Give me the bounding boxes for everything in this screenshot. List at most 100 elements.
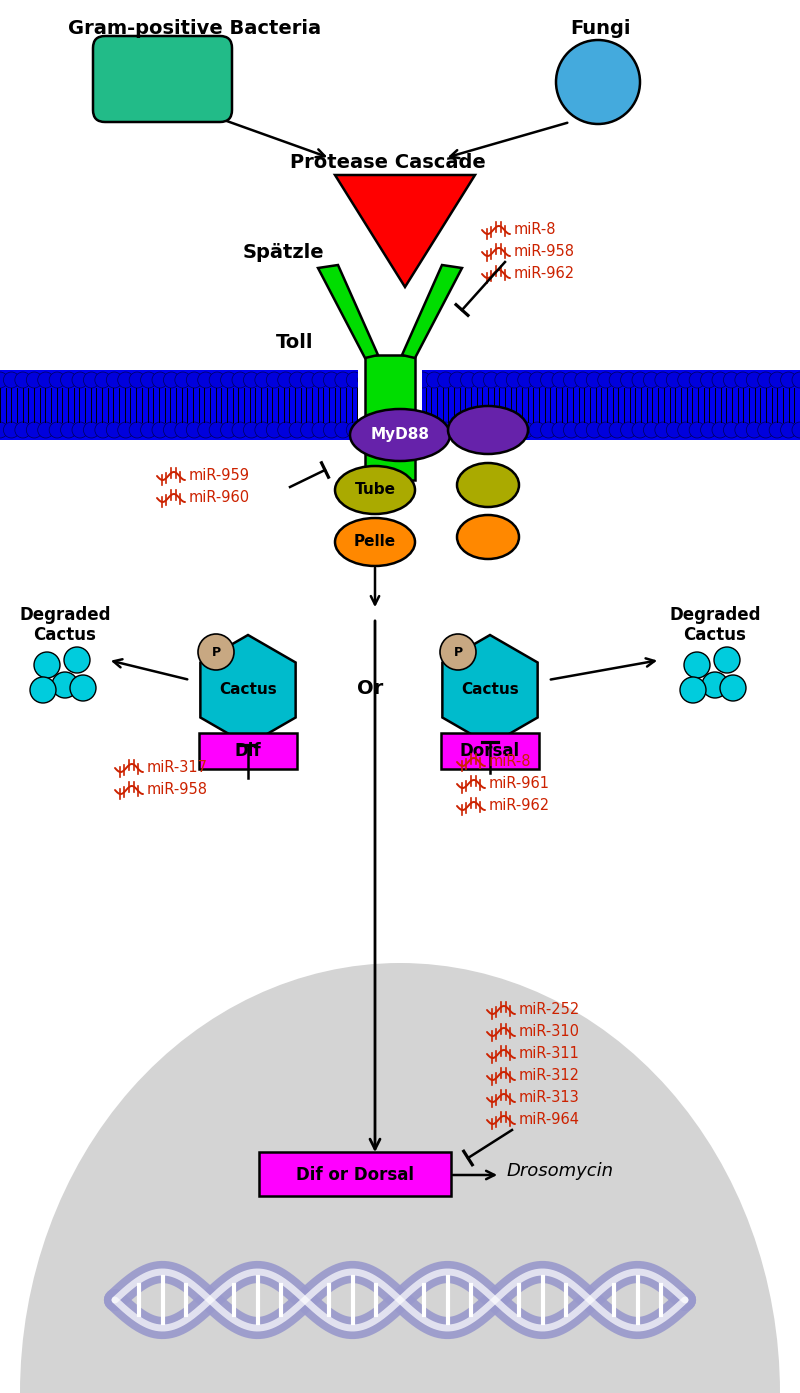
- Circle shape: [506, 422, 522, 437]
- Text: miR-8: miR-8: [514, 223, 557, 237]
- Circle shape: [335, 422, 351, 437]
- Circle shape: [438, 372, 454, 389]
- Circle shape: [209, 372, 225, 389]
- Circle shape: [723, 372, 739, 389]
- Circle shape: [301, 422, 317, 437]
- Text: miR-960: miR-960: [189, 490, 250, 506]
- Circle shape: [746, 372, 762, 389]
- Text: miR-962: miR-962: [514, 266, 575, 281]
- Circle shape: [243, 422, 259, 437]
- Circle shape: [95, 372, 111, 389]
- Circle shape: [563, 372, 579, 389]
- Circle shape: [680, 677, 706, 703]
- Text: Protease Cascade: Protease Cascade: [290, 153, 486, 173]
- Text: Degraded: Degraded: [670, 606, 761, 624]
- Circle shape: [70, 676, 96, 701]
- Circle shape: [438, 422, 454, 437]
- Circle shape: [38, 372, 54, 389]
- Ellipse shape: [20, 963, 780, 1393]
- Text: miR-312: miR-312: [519, 1068, 580, 1084]
- Circle shape: [72, 422, 88, 437]
- Circle shape: [449, 422, 465, 437]
- Polygon shape: [335, 176, 475, 287]
- Text: Tube: Tube: [354, 482, 395, 497]
- Circle shape: [678, 422, 694, 437]
- Circle shape: [369, 372, 385, 389]
- Circle shape: [769, 422, 785, 437]
- Circle shape: [38, 422, 54, 437]
- Circle shape: [440, 634, 476, 670]
- Circle shape: [556, 40, 640, 124]
- Ellipse shape: [457, 462, 519, 507]
- Circle shape: [323, 422, 339, 437]
- Circle shape: [678, 372, 694, 389]
- Circle shape: [381, 372, 397, 389]
- Circle shape: [575, 422, 591, 437]
- Text: Toll: Toll: [276, 333, 314, 351]
- FancyBboxPatch shape: [259, 1152, 451, 1197]
- Circle shape: [72, 372, 88, 389]
- Text: Cactus: Cactus: [219, 683, 277, 698]
- Circle shape: [746, 422, 762, 437]
- Circle shape: [141, 422, 157, 437]
- Circle shape: [684, 652, 710, 678]
- Polygon shape: [402, 265, 462, 358]
- Circle shape: [472, 422, 488, 437]
- Circle shape: [346, 422, 362, 437]
- Text: miR-962: miR-962: [489, 798, 550, 814]
- Circle shape: [529, 372, 545, 389]
- Circle shape: [266, 372, 282, 389]
- Ellipse shape: [335, 518, 415, 566]
- Circle shape: [175, 422, 191, 437]
- Text: miR-252: miR-252: [519, 1003, 580, 1017]
- Circle shape: [702, 671, 728, 698]
- Circle shape: [586, 422, 602, 437]
- Circle shape: [152, 422, 168, 437]
- Circle shape: [255, 422, 271, 437]
- Text: Cactus: Cactus: [683, 625, 746, 644]
- Circle shape: [689, 422, 705, 437]
- Circle shape: [735, 372, 751, 389]
- Circle shape: [198, 422, 214, 437]
- Circle shape: [666, 372, 682, 389]
- Bar: [358, 368, 422, 442]
- Circle shape: [198, 372, 214, 389]
- Circle shape: [129, 372, 145, 389]
- Circle shape: [461, 372, 477, 389]
- Circle shape: [34, 652, 60, 678]
- Circle shape: [586, 372, 602, 389]
- Circle shape: [26, 422, 42, 437]
- Circle shape: [312, 422, 328, 437]
- Circle shape: [621, 422, 637, 437]
- Circle shape: [461, 422, 477, 437]
- Text: Dif or Dorsal: Dif or Dorsal: [296, 1166, 414, 1184]
- Circle shape: [598, 422, 614, 437]
- Circle shape: [335, 372, 351, 389]
- Text: miR-958: miR-958: [147, 783, 208, 798]
- Circle shape: [49, 372, 65, 389]
- Text: MyD88: MyD88: [370, 428, 430, 443]
- Text: Degraded: Degraded: [19, 606, 110, 624]
- Circle shape: [701, 372, 717, 389]
- Circle shape: [152, 372, 168, 389]
- Circle shape: [0, 372, 8, 389]
- Text: Cactus: Cactus: [461, 683, 519, 698]
- Polygon shape: [318, 265, 378, 358]
- Circle shape: [289, 422, 305, 437]
- Circle shape: [3, 372, 19, 389]
- Circle shape: [358, 372, 374, 389]
- Circle shape: [720, 676, 746, 701]
- Text: Dif: Dif: [234, 742, 262, 761]
- Text: miR-964: miR-964: [519, 1113, 580, 1127]
- Circle shape: [472, 372, 488, 389]
- Circle shape: [792, 422, 800, 437]
- Circle shape: [495, 422, 511, 437]
- Circle shape: [643, 372, 659, 389]
- Circle shape: [563, 422, 579, 437]
- Text: miR-8: miR-8: [489, 755, 531, 769]
- Circle shape: [106, 422, 122, 437]
- Circle shape: [129, 422, 145, 437]
- Circle shape: [449, 372, 465, 389]
- Circle shape: [655, 422, 671, 437]
- Circle shape: [403, 372, 419, 389]
